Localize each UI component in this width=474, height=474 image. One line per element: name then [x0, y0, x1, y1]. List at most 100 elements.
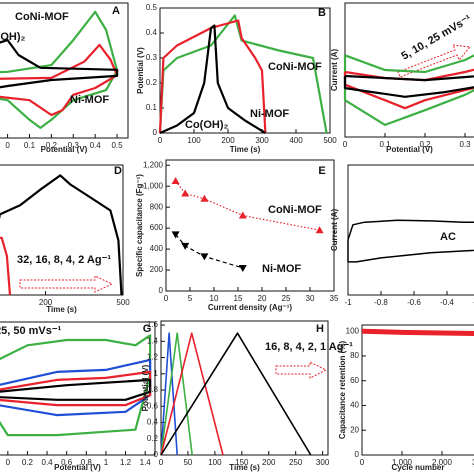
y-tick-label: 600 — [150, 223, 164, 232]
axes-frame — [0, 164, 124, 296]
y-axis-label: Potential (V) — [141, 364, 150, 411]
y-tick-label: 0 — [159, 286, 164, 295]
y-tick-label: 0 — [153, 128, 158, 137]
y-tick-label: 0 — [355, 450, 360, 459]
panel: 200 500 Time (s) 32, 16, 8, 4, 2 Ag⁻¹ D — [0, 164, 130, 314]
y-tick-label: 1.6 — [147, 320, 159, 329]
series-label: Ni-MOF — [262, 263, 301, 275]
arrow — [275, 361, 328, 379]
x-tick-label: 10 — [210, 294, 219, 303]
y-tick-label: 0.4 — [147, 418, 159, 427]
x-tick-label: 0.4 — [42, 458, 54, 467]
series-line — [347, 219, 474, 263]
x-tick-label: 0.2 — [419, 140, 431, 149]
x-tick-label: 0.2 — [22, 458, 34, 467]
arrow — [19, 275, 114, 293]
annotation: 32, 16, 8, 4, 2 Ag⁻¹ — [17, 254, 111, 266]
series-line — [158, 14, 328, 134]
series-line — [160, 332, 178, 456]
series-line — [343, 74, 474, 98]
x-tick-label: 0 — [158, 136, 163, 145]
x-axis-label: Current density (Ag⁻¹) — [208, 303, 293, 312]
axes-frame — [165, 159, 335, 292]
x-tick-label: 50 — [183, 458, 192, 467]
y-tick-label: 1.2 — [147, 353, 159, 362]
axes-frame — [361, 324, 474, 456]
x-tick-label: -0.8 — [374, 298, 388, 307]
series-line — [343, 68, 474, 110]
x-tick-label: 200 — [221, 136, 235, 145]
x-tick-label: -0.6 — [407, 298, 421, 307]
x-tick-label: 250 — [289, 458, 303, 467]
annotation: 16, 8, 4, 2, 1 Ag⁻¹ — [265, 341, 353, 353]
point-marker — [315, 226, 324, 234]
panel: 0 100 200 300 400 500 0 0.1 0.2 0.3 0.4 0.5 Time (s)… — [136, 3, 337, 154]
x-axis-label: Cycle number — [392, 463, 445, 472]
panel: 0 50 100 150 200 250 300 0 0.2 0.4 0.6 0.8 1 1.2 1.4 1.… — [141, 320, 353, 472]
y-tick-label: 0.2 — [147, 434, 159, 443]
series-label: Ni-MOF — [250, 108, 289, 120]
y-tick-label: 0 — [154, 450, 159, 459]
panel-letter: B — [318, 7, 326, 19]
x-tick-label: 0 — [159, 458, 164, 467]
series-label: Co(OH)₂ — [0, 31, 25, 43]
y-tick-label: 0.6 — [147, 401, 159, 410]
x-tick-label: 400 — [289, 136, 303, 145]
x-tick-label: 1,000 — [392, 458, 413, 467]
series-line — [0, 43, 119, 117]
series-label: AC — [440, 231, 456, 243]
x-tick-label: 3,000 — [472, 458, 474, 467]
series-line — [0, 10, 119, 129]
axes-frame — [347, 164, 474, 296]
series-line — [343, 54, 474, 126]
y-tick-label: 60 — [350, 376, 359, 385]
x-tick-label: 30 — [306, 294, 315, 303]
y-axis-label: Current (A) — [330, 49, 339, 92]
x-tick-label: 0.1 — [24, 141, 36, 150]
x-tick-label: 100 — [187, 136, 201, 145]
series-line — [159, 24, 266, 135]
y-axis-label: Current (A) — [330, 209, 339, 252]
y-tick-label: 100 — [346, 326, 360, 335]
x-tick-label: 0 — [343, 140, 348, 149]
x-tick-label: 0 — [360, 458, 365, 467]
panel: 0 0.1 0.2 0.3 0.4 0.5 Potential (V) CoNi-MOF Ni-… — [0, 2, 129, 154]
y-tick-label: 1,200 — [143, 160, 164, 169]
y-tick-label: 800 — [150, 202, 164, 211]
series-line — [361, 328, 474, 337]
panel: 0 0.2 0.4 0.6 0.8 1 1.2 1.4 Potential (V) 25, 50 … — [0, 321, 156, 472]
y-tick-label: 400 — [150, 244, 164, 253]
x-tick-label: 0 — [5, 141, 10, 150]
x-tick-label: 0.8 — [81, 458, 93, 467]
series-label: CoNi-MOF — [268, 204, 322, 216]
y-tick-label: 0.5 — [146, 3, 158, 12]
y-tick-label: 1.4 — [147, 336, 159, 345]
series-line — [0, 370, 152, 407]
x-tick-label: 0 — [164, 294, 169, 303]
x-tick-label: 0.5 — [111, 141, 123, 150]
series-label: CoNi-MOF — [15, 11, 69, 23]
x-tick-label: 200 — [39, 298, 53, 307]
x-axis-label: Time (s) — [229, 463, 260, 472]
panel-letter: A — [112, 5, 120, 17]
y-tick-label: 0.2 — [146, 78, 158, 87]
x-axis-label: Potential (V) — [41, 145, 88, 154]
x-tick-label: 1.2 — [120, 458, 132, 467]
series-line — [0, 378, 152, 401]
x-tick-label: 20 — [258, 294, 267, 303]
x-tick-label: 100 — [208, 458, 222, 467]
x-tick-label: 0.4 — [90, 141, 102, 150]
y-tick-label: 0.4 — [146, 28, 158, 37]
axes-frame — [0, 321, 156, 456]
panel-letter: D — [114, 165, 122, 177]
y-axis-label: Specific capacitance (Fg⁻¹) — [135, 174, 144, 277]
series-line — [160, 332, 224, 456]
point-marker — [238, 264, 247, 272]
x-tick-label: 1 — [104, 458, 109, 467]
y-tick-label: 1,000 — [143, 181, 164, 190]
x-tick-label: -0.4 — [440, 298, 454, 307]
series-label: CoNi-MOF — [268, 61, 322, 73]
